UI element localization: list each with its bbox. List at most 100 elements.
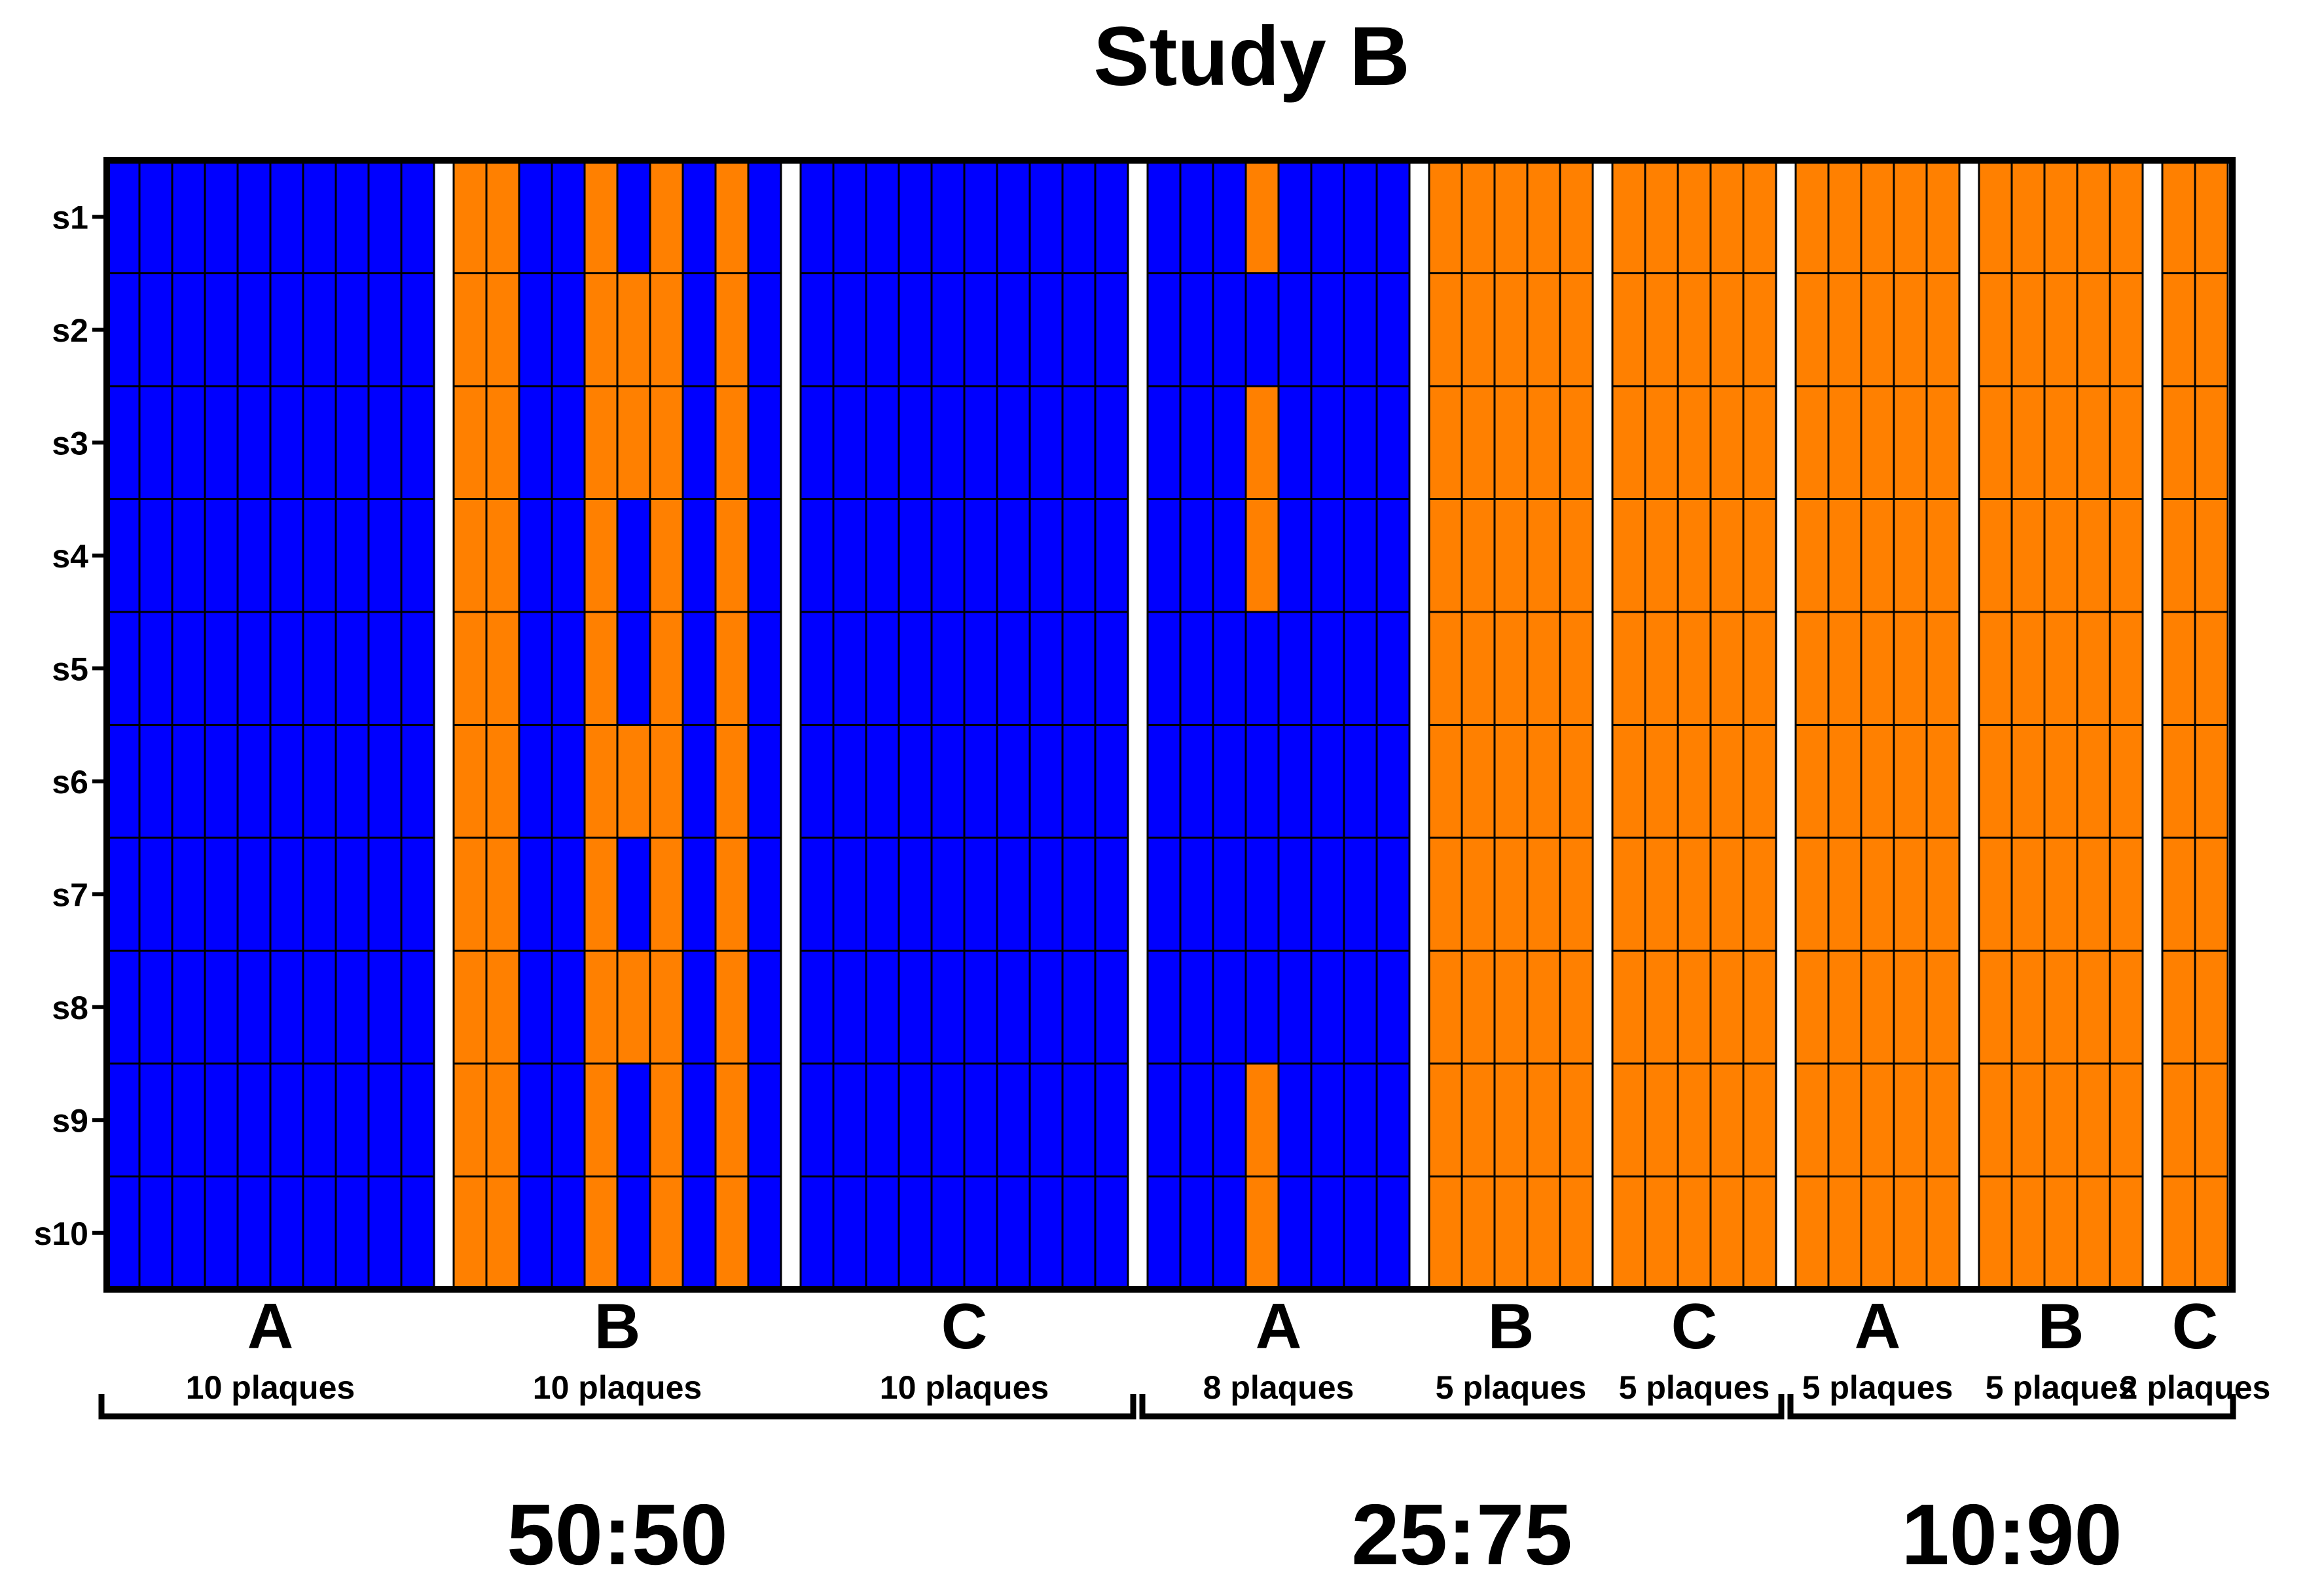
heatmap-cell (2161, 950, 2196, 1065)
heatmap-cell (930, 950, 966, 1065)
plot-border (103, 157, 2236, 1293)
plaque-count-label: 2 plaques (2120, 1369, 2271, 1406)
heatmap-cell (963, 498, 998, 613)
heatmap-cell (204, 1062, 239, 1177)
heatmap-cell (2010, 724, 2046, 839)
heatmap-cell (1310, 159, 1345, 274)
heatmap-cell (1925, 385, 1961, 500)
heatmap-cell (400, 1175, 435, 1291)
heatmap-cell (1709, 272, 1745, 387)
heatmap-cell (963, 724, 998, 839)
heatmap-cell (302, 836, 337, 952)
heatmap-cell (1461, 611, 1496, 726)
heatmap-cell (799, 724, 835, 839)
heatmap-cell (996, 159, 1031, 274)
heatmap-cell (865, 1062, 900, 1177)
heatmap-cell (302, 385, 337, 500)
heatmap-cell (2161, 1062, 2196, 1177)
heatmap-cell (930, 385, 966, 500)
heatmap-cell (583, 385, 619, 500)
heatmap-cell (616, 611, 651, 726)
heatmap-cell (1794, 724, 1830, 839)
heatmap-cell (367, 724, 403, 839)
heatmap-cell (551, 498, 586, 613)
heatmap-cell (2109, 498, 2144, 613)
heatmap-cell (2194, 498, 2229, 613)
heatmap-cell (518, 498, 553, 613)
heatmap-cell (551, 159, 586, 274)
heatmap-cell (1925, 836, 1961, 952)
heatmap-cell (204, 611, 239, 726)
plaque-count-label: 5 plaques (1802, 1369, 1953, 1406)
heatmap-cell (1212, 1175, 1247, 1291)
heatmap-cell (1611, 1175, 1646, 1291)
heatmap-cell (269, 611, 304, 726)
heatmap-cell (747, 950, 782, 1065)
heatmap-cell (1559, 498, 1594, 613)
heatmap-cell (518, 1175, 553, 1291)
heatmap-cell (1461, 498, 1496, 613)
heatmap-cell (714, 950, 750, 1065)
heatmap-cell (171, 1062, 206, 1177)
heatmap-cell (963, 611, 998, 726)
group-label: A (1855, 1290, 1901, 1362)
heatmap-cell (832, 272, 867, 387)
heatmap-cell (1028, 498, 1064, 613)
heatmap-cell (898, 272, 933, 387)
heatmap-cell (2161, 1175, 2196, 1291)
heatmap-cell (2161, 159, 2196, 274)
heatmap-cell (681, 611, 717, 726)
heatmap-cell (2109, 1062, 2144, 1177)
heatmap-cell (996, 611, 1031, 726)
heatmap-cell (551, 1175, 586, 1291)
heatmap-cell (2109, 1175, 2144, 1291)
heatmap-cell (335, 159, 370, 274)
heatmap-cell (1611, 159, 1646, 274)
heatmap-cell (1179, 724, 1214, 839)
heatmap-cell (400, 836, 435, 952)
row-label: s7 (52, 876, 88, 913)
heatmap-cell (335, 724, 370, 839)
heatmap-cell (1925, 950, 1961, 1065)
heatmap-cell (485, 1175, 520, 1291)
heatmap-cell (236, 836, 272, 952)
heatmap-cell (518, 611, 553, 726)
heatmap-cell (1146, 611, 1182, 726)
heatmap-cell (1028, 611, 1064, 726)
heatmap-cell (1978, 1062, 2013, 1177)
heatmap-cell (649, 836, 684, 952)
group-label: C (941, 1290, 988, 1362)
heatmap-cell (681, 1175, 717, 1291)
heatmap-cell (138, 385, 173, 500)
heatmap-cell (138, 1175, 173, 1291)
heatmap-cell (1978, 385, 2013, 500)
heatmap-cell (1709, 950, 1745, 1065)
heatmap-cell (747, 272, 782, 387)
heatmap-cell (1244, 724, 1280, 839)
heatmap-cell (616, 724, 651, 839)
heatmap-cell (1244, 1175, 1280, 1291)
heatmap-cell (747, 724, 782, 839)
heatmap-cell (865, 836, 900, 952)
heatmap-cell (335, 272, 370, 387)
heatmap-cell (518, 272, 553, 387)
heatmap-cell (551, 1062, 586, 1177)
heatmap-cell (714, 836, 750, 952)
heatmap-cell (518, 724, 553, 839)
heatmap-cell (1310, 385, 1345, 500)
heatmap-cell (747, 385, 782, 500)
heatmap-cell (898, 1175, 933, 1291)
heatmap-cell (865, 1175, 900, 1291)
heatmap-cell (1179, 1175, 1214, 1291)
heatmap-cell (204, 724, 239, 839)
heatmap-cell (1611, 385, 1646, 500)
heatmap-cell (269, 272, 304, 387)
heatmap-cell (269, 1062, 304, 1177)
heatmap-cell (1094, 611, 1129, 726)
heatmap-cell (2043, 724, 2079, 839)
heatmap-cell (2109, 159, 2144, 274)
heatmap-cell (335, 385, 370, 500)
row-label: s8 (52, 990, 88, 1026)
heatmap-cell (302, 272, 337, 387)
heatmap-cell (1179, 385, 1214, 500)
